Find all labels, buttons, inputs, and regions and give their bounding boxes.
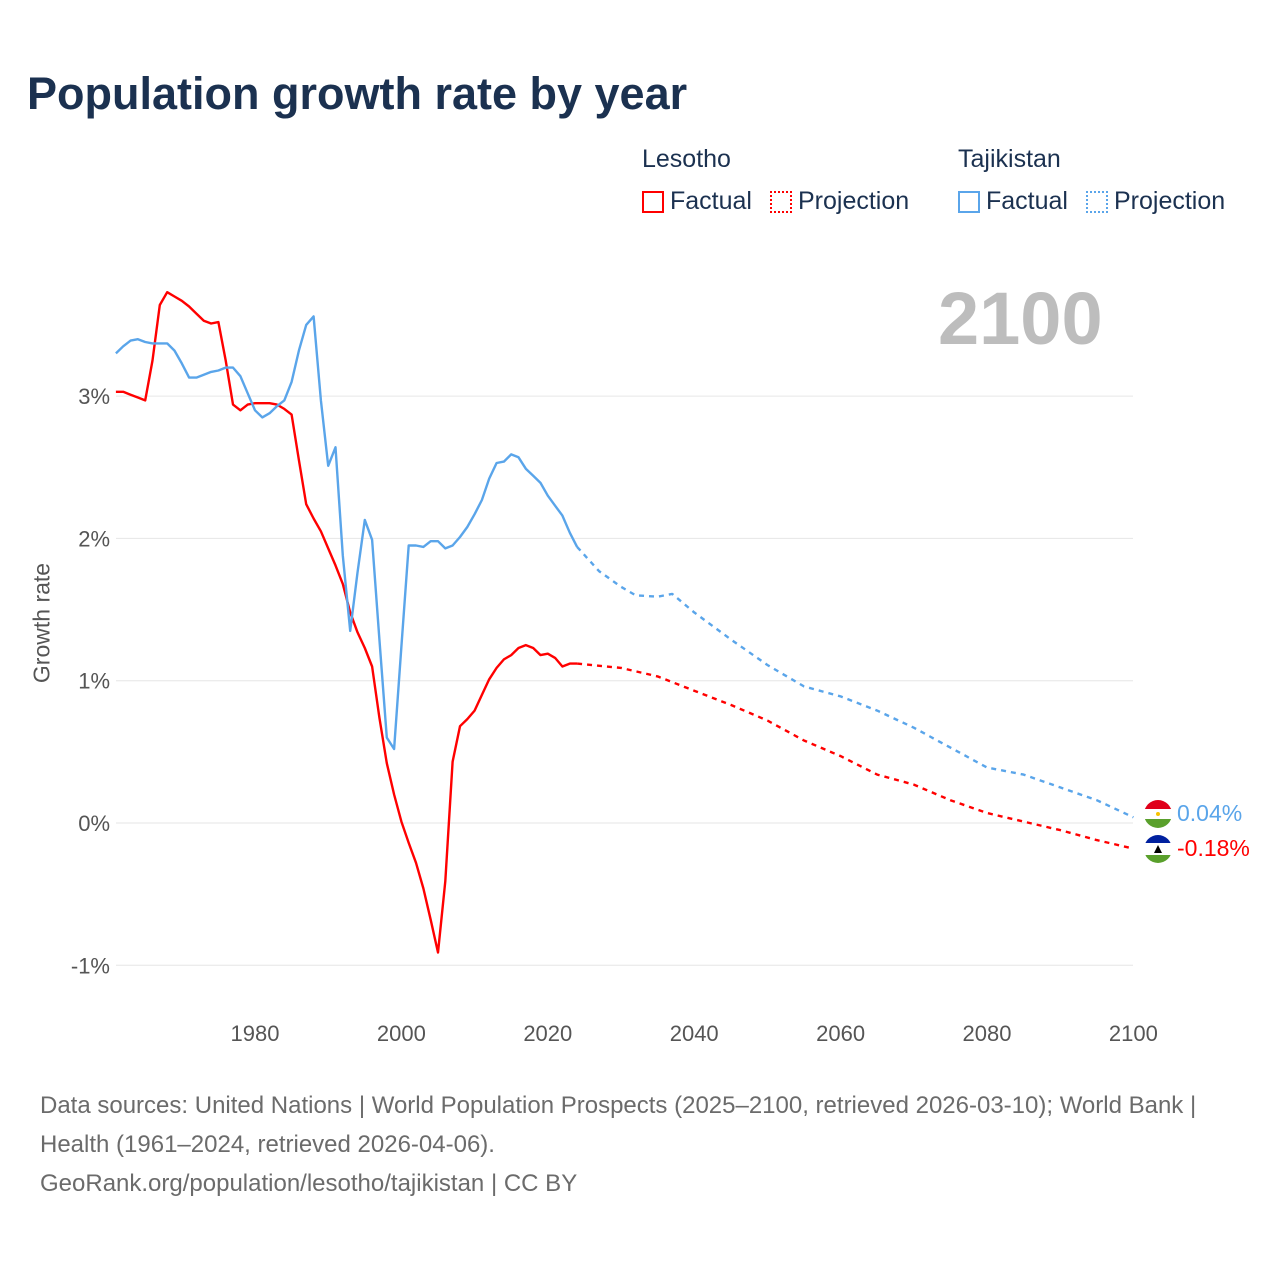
tajikistan-end-value: 0.04% [1177,800,1243,826]
x-tick-label: 2000 [377,1021,426,1046]
legend-country-name: Tajikistan [958,145,1061,173]
legend-lesotho-factual[interactable]: Factual [642,187,752,216]
x-tick-label: 1980 [231,1021,280,1046]
tajikistan-flag-icon [1144,800,1172,828]
legend-tajikistan-projection[interactable]: Projection [1085,187,1226,216]
footer: Data sources: United Nations | World Pop… [40,1086,1240,1203]
source-link[interactable]: GeoRank.org/population/lesotho/tajikista… [40,1170,578,1197]
legend-label: Factual [986,187,1068,215]
legend-tajikistan-factual[interactable]: Factual [958,187,1068,216]
y-tick-label: -1% [71,953,110,978]
y-tick-label: 3% [78,384,110,409]
legend-country-name: Lesotho [642,145,731,173]
lesotho-factual-line [115,291,578,954]
legend-lesotho-projection[interactable]: Projection [769,187,910,216]
x-tick-label: 2040 [670,1021,719,1046]
chart-title: Population growth rate by year [27,68,688,119]
lesotho-projection-line [576,662,1134,850]
legend-tajikistan: Tajikistan Factual Projection [958,145,1225,216]
dotted-swatch-icon [1085,190,1108,213]
tajikistan-projection-line [576,546,1134,819]
solid-swatch-icon [642,190,664,213]
current-year-label: 2100 [938,277,1103,360]
dotted-swatch-icon [769,190,792,213]
y-tick-label: 1% [78,669,110,694]
legend-label: Projection [797,187,910,215]
solid-swatch-icon [958,190,980,213]
x-tick-label: 2020 [523,1021,572,1046]
y-tick-label: 2% [78,526,110,551]
x-tick-label: 2060 [816,1021,865,1046]
x-tick-label: 2080 [963,1021,1012,1046]
legend-lesotho: Lesotho Factual Projection [642,145,909,216]
tajikistan-factual-line [115,315,579,751]
legend-label: Factual [670,187,752,215]
legend-label: Projection [1113,187,1226,215]
lesotho-flag-icon [1144,835,1172,863]
data-sources: Data sources: United Nations | World Pop… [40,1092,1197,1158]
x-tick-label: 2100 [1109,1021,1158,1046]
y-tick-label: 0% [78,811,110,836]
lesotho-end-value: -0.18% [1177,835,1250,861]
